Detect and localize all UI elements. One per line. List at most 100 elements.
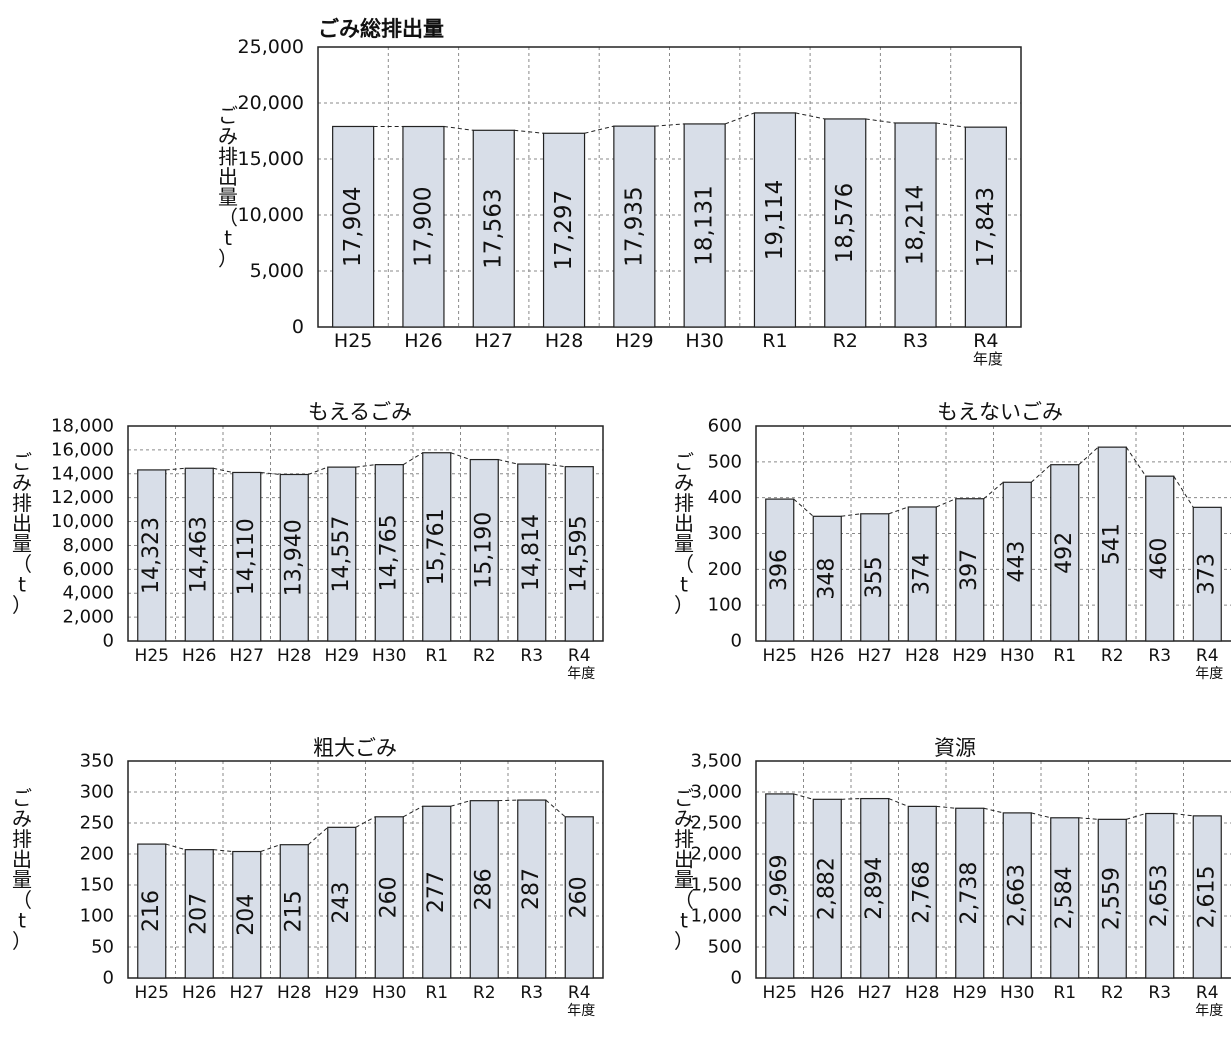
bar-H26 [812, 515, 842, 642]
bar-R4 [564, 816, 594, 979]
y-tick-label: 300 [708, 523, 742, 544]
x-tick-label: R2 [473, 983, 496, 1003]
value-label: 2,882 [815, 857, 840, 920]
bar-H26 [184, 467, 214, 642]
y-tick-label: 12,000 [51, 487, 114, 508]
x-tick-label: H30 [372, 646, 406, 666]
bar-R2 [1097, 446, 1127, 642]
bar-R4 [564, 466, 594, 642]
bar-H25 [137, 843, 167, 979]
value-label: 17,935 [621, 186, 647, 266]
x-tick-label: R3 [1148, 983, 1171, 1003]
chart-title: 粗大ごみ [313, 736, 397, 760]
value-label: 2,894 [862, 857, 887, 920]
y-tick-label: 10,000 [51, 511, 114, 532]
x-tick-label: H27 [230, 983, 264, 1003]
value-label: 18,131 [692, 185, 718, 265]
bar-H26 [812, 798, 842, 979]
value-label: 18,576 [832, 183, 858, 263]
chart-title: ごみ総排出量 [318, 17, 444, 41]
value-label: 355 [862, 556, 887, 598]
plot-frame [127, 425, 604, 642]
value-label: 2,768 [910, 861, 935, 924]
y-tick-label: 4,000 [62, 583, 114, 604]
y-tick-label: 15,000 [238, 148, 304, 170]
value-label: 17,563 [481, 188, 507, 268]
x-tick-label: R3 [520, 983, 543, 1003]
bar-H25 [137, 469, 167, 642]
x-tick-label: H26 [810, 983, 844, 1003]
value-label: 2,559 [1100, 867, 1125, 930]
chart-title: もえるごみ [308, 400, 412, 424]
bar-R4 [964, 126, 1007, 328]
bar-H28 [907, 506, 937, 642]
value-label: 15,761 [424, 508, 449, 585]
value-label: 348 [815, 558, 840, 600]
bar-R3 [1145, 475, 1175, 642]
y-tick-label: 100 [708, 595, 742, 616]
plot-frame [755, 425, 1231, 642]
value-label: 373 [1195, 553, 1220, 595]
bar-R3 [517, 463, 547, 642]
x-tick-label: H25 [763, 983, 797, 1003]
x-tick-label: H28 [905, 646, 939, 666]
y-tick-label: 3,000 [690, 782, 742, 803]
value-label: 17,843 [973, 187, 999, 267]
y-tick-label: 2,500 [690, 813, 742, 834]
x-tick-label: R4 [568, 646, 591, 666]
value-label: 397 [957, 549, 982, 591]
y-tick-label: 100 [80, 906, 114, 927]
y-tick-label: 14,000 [51, 463, 114, 484]
y-tick-label: 6,000 [62, 559, 114, 580]
plot-frame [317, 46, 1022, 328]
x-tick-label: R1 [762, 330, 787, 352]
x-tick-label: R2 [1101, 646, 1124, 666]
x-tick-label: H27 [858, 983, 892, 1003]
bar-H29 [613, 125, 656, 328]
x-tick-label: H27 [475, 330, 513, 352]
bar-H26 [402, 125, 445, 328]
x-tick-label: R3 [903, 330, 928, 352]
bar-R1 [1050, 464, 1080, 642]
plot-frame [755, 760, 1231, 979]
y-tick-label: 50 [91, 937, 114, 958]
x-tick-label: H28 [277, 983, 311, 1003]
bar-H28 [279, 473, 309, 642]
value-label: 2,969 [767, 854, 792, 917]
chart-title: もえないごみ [937, 400, 1063, 424]
value-label: 260 [377, 876, 402, 918]
bar-H30 [683, 123, 726, 328]
x-tick-label: H26 [404, 330, 442, 352]
y-tick-label: 200 [80, 844, 114, 865]
y-tick-label: 150 [80, 875, 114, 896]
x-tick-label: H29 [325, 983, 359, 1003]
x-tick-label: H30 [1000, 983, 1034, 1003]
x-tick-label: H29 [953, 646, 987, 666]
x-tick-label: R2 [833, 330, 858, 352]
x-axis-label: 年度 [1195, 666, 1223, 682]
bar-H28 [907, 805, 937, 979]
y-tick-label: 1,500 [690, 875, 742, 896]
bar-R2 [824, 118, 867, 328]
y-tick-label: 350 [80, 751, 114, 772]
bar-H28 [279, 844, 309, 979]
value-label: 2,738 [957, 862, 982, 925]
x-tick-label: H25 [763, 646, 797, 666]
value-label: 14,323 [139, 517, 164, 594]
x-tick-label: R1 [1053, 646, 1076, 666]
value-label: 2,615 [1195, 865, 1220, 928]
x-tick-label: H28 [905, 983, 939, 1003]
bar-H30 [374, 464, 404, 642]
value-label: 19,114 [762, 180, 788, 260]
bar-H29 [955, 807, 985, 979]
y-tick-label: 25,000 [238, 36, 304, 58]
value-label: 14,463 [187, 516, 212, 593]
value-label: 17,297 [551, 190, 577, 270]
value-label: 14,557 [329, 516, 354, 593]
x-tick-label: H29 [325, 646, 359, 666]
value-label: 277 [424, 871, 449, 913]
y-tick-label: 16,000 [51, 439, 114, 460]
y-tick-label: 0 [731, 968, 742, 989]
bar-H25 [332, 125, 375, 328]
x-tick-label: R4 [568, 983, 591, 1003]
